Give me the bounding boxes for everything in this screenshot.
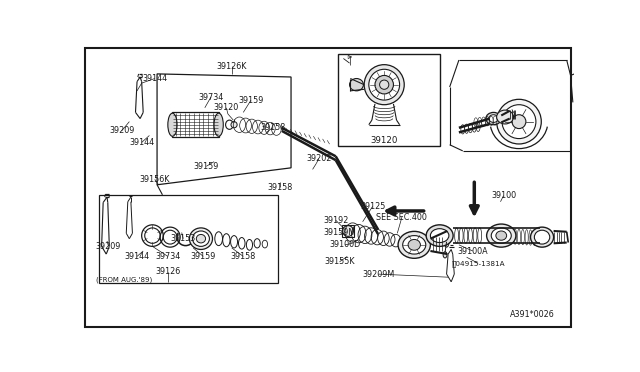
Text: 39155K: 39155K xyxy=(324,257,355,266)
Text: 39100D: 39100D xyxy=(330,240,360,249)
Ellipse shape xyxy=(189,228,212,250)
Ellipse shape xyxy=(196,234,205,243)
Ellipse shape xyxy=(398,231,431,258)
Text: 39120: 39120 xyxy=(214,103,239,112)
Ellipse shape xyxy=(349,78,364,91)
Ellipse shape xyxy=(431,229,449,243)
Text: 39159: 39159 xyxy=(194,162,219,171)
Text: 39144: 39144 xyxy=(124,252,150,261)
Text: 39158: 39158 xyxy=(230,252,256,261)
Text: 39144: 39144 xyxy=(129,138,154,147)
Text: 39153: 39153 xyxy=(171,234,196,243)
Text: A391*0026: A391*0026 xyxy=(509,310,554,319)
Text: 39156K: 39156K xyxy=(140,175,170,184)
Bar xyxy=(338,54,440,146)
Ellipse shape xyxy=(403,235,426,254)
Text: (FROM AUG.'89): (FROM AUG.'89) xyxy=(96,276,152,283)
Ellipse shape xyxy=(369,69,399,100)
Ellipse shape xyxy=(364,65,404,105)
Text: 39209M: 39209M xyxy=(362,270,394,279)
Ellipse shape xyxy=(534,230,550,244)
Ellipse shape xyxy=(168,113,177,136)
Ellipse shape xyxy=(512,115,526,129)
Ellipse shape xyxy=(496,231,507,240)
Ellipse shape xyxy=(497,110,513,124)
Text: 39125: 39125 xyxy=(360,202,385,211)
Text: 39209: 39209 xyxy=(109,126,134,135)
Text: 39734: 39734 xyxy=(198,93,223,102)
Ellipse shape xyxy=(380,80,389,89)
Ellipse shape xyxy=(502,105,536,139)
Text: 39158: 39158 xyxy=(268,183,293,192)
Ellipse shape xyxy=(375,76,394,94)
Text: 39209: 39209 xyxy=(96,242,121,251)
Ellipse shape xyxy=(486,224,516,247)
Ellipse shape xyxy=(193,231,209,246)
Text: 39126K: 39126K xyxy=(216,62,247,71)
Ellipse shape xyxy=(342,225,353,236)
Text: 39159: 39159 xyxy=(191,252,216,261)
Text: 39734: 39734 xyxy=(156,252,180,261)
Text: 39158: 39158 xyxy=(260,123,285,132)
Ellipse shape xyxy=(489,115,498,122)
Ellipse shape xyxy=(486,112,501,125)
Text: 39159M: 39159M xyxy=(323,228,356,237)
Text: ⓙ04915-1381A: ⓙ04915-1381A xyxy=(451,260,505,267)
Text: 39202: 39202 xyxy=(306,154,332,163)
Bar xyxy=(342,225,354,237)
Text: 39144: 39144 xyxy=(142,74,167,83)
Ellipse shape xyxy=(497,99,541,144)
Text: 39100A: 39100A xyxy=(458,247,488,256)
Ellipse shape xyxy=(443,252,447,258)
Text: 39126: 39126 xyxy=(156,267,180,276)
Ellipse shape xyxy=(231,122,237,128)
Ellipse shape xyxy=(531,227,554,247)
Text: 39100: 39100 xyxy=(491,191,516,200)
Text: 39159: 39159 xyxy=(238,96,264,105)
Ellipse shape xyxy=(492,228,511,243)
Ellipse shape xyxy=(426,225,453,246)
Ellipse shape xyxy=(214,113,223,136)
Text: 39120: 39120 xyxy=(371,137,398,145)
Bar xyxy=(172,112,219,137)
Text: SEE SEC.400: SEE SEC.400 xyxy=(376,213,428,222)
Ellipse shape xyxy=(408,240,420,250)
Text: 39192: 39192 xyxy=(323,216,348,225)
